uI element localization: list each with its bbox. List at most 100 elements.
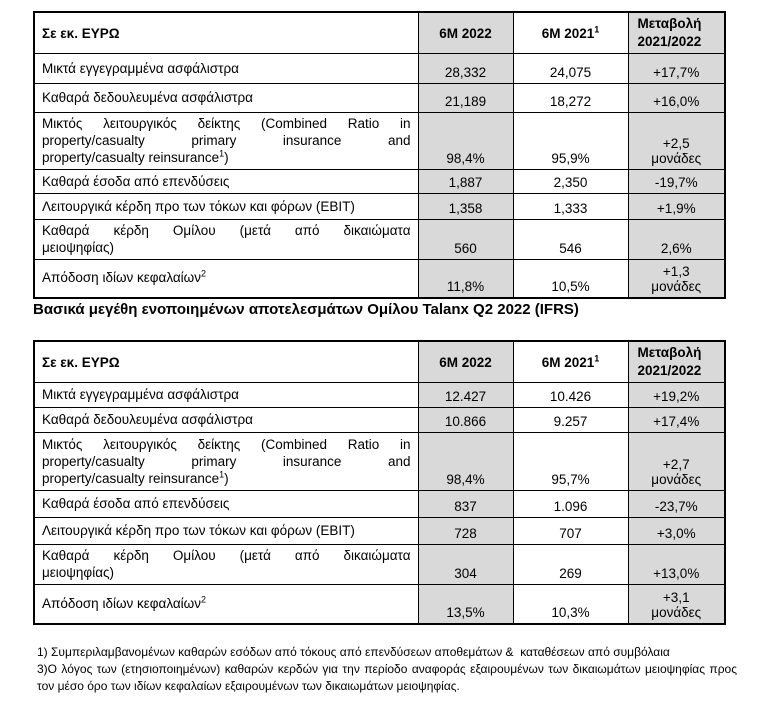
label-text: property/casualty reinsurance [42,150,220,165]
label-line1: Μικτός λειτουργικός δείκτης (Combined Ra… [42,116,411,131]
value-6m2021: 10.426 [512,382,629,408]
column-header-change: Μεταβολή 2021/2022 [627,11,726,54]
change-header-line2: 2021/2022 [637,363,702,378]
label-line2: property/casualty primary insurance and [42,453,411,469]
value-change: +2,7 μονάδες [627,432,726,491]
change-header-line1: Μεταβολή [637,16,702,31]
value-change: +19,2% [627,382,726,408]
value-6m2021: 1.096 [512,490,629,518]
column-header-6m2021: 6M 20211 [512,340,629,383]
row-label: Καθαρά δεδουλευμένα ασφάλιστρα [33,83,419,113]
label-line2: property/casualty primary insurance and [42,133,411,148]
row-label: Λειτουργικά κέρδη προ των τόκων και φόρω… [33,193,419,220]
change-line2: μονάδες [651,151,702,166]
value-6m2022: 28,332 [417,53,514,84]
key-figures-table-q2: Σε εκ. ΕΥΡΩ 6M 2022 6M 20211 Μεταβολή 202… [33,340,726,625]
value-6m2022: 21,189 [417,83,514,113]
value-6m2022: 11,8% [417,259,514,298]
table-row: Καθαρά δεδουλευμένα ασφάλιστρα 10.866 9.… [33,407,726,433]
unit-label: Σε εκ. ΕΥΡΩ [33,340,419,383]
row-label: Καθαρά κέρδη Ομίλου (μετά από δικαιώματα… [33,544,419,585]
header-row: Σε εκ. ΕΥΡΩ 6M 2022 6M 20211 Μεταβολή 202… [33,11,726,54]
change-line1: +2,5 [662,136,690,151]
value-change: -19,7% [627,169,726,194]
value-6m2021: 95,9% [512,112,629,170]
label-text: Καθαρά δεδουλευμένα ασφάλιστρα [42,90,253,105]
table-row: Μικτός λειτουργικός δείκτης (Combined Ra… [33,112,726,170]
value-6m2021: 546 [512,219,629,260]
value-change: +1,3 μονάδες [627,259,726,298]
value-6m2021: 269 [512,544,629,585]
table-row: Μικτά εγγεγραμμένα ασφάλιστρα 28,332 24,… [33,53,726,84]
label-text: Λειτουργικά κέρδη προ των τόκων και φόρω… [42,198,355,214]
row-label: Μικτά εγγεγραμμένα ασφάλιστρα [33,53,419,84]
value-change: +1,9% [627,193,726,220]
label-text: Μικτά εγγεγραμμένα ασφάλιστρα [42,387,239,402]
value-change: +17,7% [627,53,726,84]
value-6m2021: 24,075 [512,53,629,84]
change-line2: μονάδες [651,278,702,294]
column-header-6m2022: 6M 2022 [417,340,514,383]
row-label: Καθαρά έσοδα από επενδύσεις [33,169,419,194]
label-line1: Καθαρά κέρδη Ομίλου (μετά από δικαιώματα [42,548,411,563]
change-line1: +2,7 [662,457,690,472]
label-text: property/casualty reinsurance [42,470,220,486]
change-header-line1: Μεταβολή [637,345,702,360]
unit-label: Σε εκ. ΕΥΡΩ [33,11,419,54]
footnote-marker: 1 [594,353,600,363]
column-header-6m2021: 6M 20211 [512,11,629,54]
header-row: Σε εκ. ΕΥΡΩ 6M 2022 6M 20211 Μεταβολή 202… [33,340,726,383]
value-6m2022: 98,4% [417,112,514,170]
value-6m2021: 9.257 [512,407,629,433]
value-change: +2,5 μονάδες [627,112,726,170]
value-6m2022: 1,887 [417,169,514,194]
table-row: Απόδοση ιδίων κεφαλαίων2 13,5% 10,3% +3,… [33,584,726,624]
label-text: Λειτουργικά κέρδη προ των τόκων και φόρω… [42,523,355,538]
table-row: Λειτουργικά κέρδη προ των τόκων και φόρω… [33,193,726,220]
value-6m2021: 2,350 [512,169,629,194]
row-label: Λειτουργικά κέρδη προ των τόκων και φόρω… [33,517,419,545]
column-header-change: Μεταβολή 2021/2022 [627,340,726,383]
label-tail: ) [224,470,229,486]
label-text: Καθαρά έσοδα από επενδύσεις [42,496,230,511]
table-row: Απόδοση ιδίων κεφαλαίων2 11,8% 10,5% +1,… [33,259,726,298]
value-change: -23,7% [627,490,726,518]
row-label: Μικτός λειτουργικός δείκτης (Combined Ra… [33,432,419,491]
footnote-2: 3)Ο λόγος των (ετησιοποιημένων) καθαρών … [37,661,737,695]
table-row: Λειτουργικά κέρδη προ των τόκων και φόρω… [33,517,726,545]
label-tail: ) [224,150,229,165]
value-6m2022: 560 [417,219,514,260]
value-6m2021: 10,3% [512,584,629,624]
change-line2: μονάδες [651,472,702,487]
value-change: +16,0% [627,83,726,113]
key-figures-table-6m: Σε εκ. ΕΥΡΩ 6M 2022 6M 20211 Μεταβολή 202… [33,11,726,299]
value-6m2021: 10,5% [512,259,629,298]
value-6m2021: 95,7% [512,432,629,491]
label-text: Απόδοση ιδίων κεφαλαίων [42,270,201,286]
change-line1: +1,3 [662,263,690,279]
row-label: Καθαρά κέρδη Ομίλου (μετά από δικαιώματα… [33,219,419,260]
table-row: Καθαρά έσοδα από επενδύσεις 1,887 2,350 … [33,169,726,194]
label-text: Απόδοση ιδίων κεφαλαίων [42,595,201,611]
value-change: +13,0% [627,544,726,585]
value-6m2022: 728 [417,517,514,545]
table-row: Καθαρά δεδουλευμένα ασφάλιστρα 21,189 18… [33,83,726,113]
value-6m2022: 304 [417,544,514,585]
label-text: μειοψηφίας) [42,240,114,255]
footnote-2-line1: 3)Ο λόγος των (ετησιοποιημένων) καθαρών … [37,662,737,676]
row-label: Μικτά εγγεγραμμένα ασφάλιστρα [33,382,419,408]
footnote-marker: 1 [219,148,225,159]
change-line2: μονάδες [651,604,702,620]
value-6m2021: 1,333 [512,193,629,220]
label-text: μειοψηφίας) [42,565,114,580]
value-change: +3,1 μονάδες [627,584,726,624]
label-line1: Μικτός λειτουργικός δείκτης (Combined Ra… [42,436,411,452]
column-header-6m2021-text: 6M 2021 [541,354,595,370]
section-heading: Βασικά μεγέθη ενοποιημένων αποτελεσμάτων… [33,301,579,318]
value-6m2022: 12.427 [417,382,514,408]
table-row: Καθαρά κέρδη Ομίλου (μετά από δικαιώματα… [33,544,726,585]
column-header-6m2022: 6M 2022 [417,11,514,54]
value-6m2022: 1,358 [417,193,514,220]
label-text: Καθαρά έσοδα από επενδύσεις [42,173,230,189]
